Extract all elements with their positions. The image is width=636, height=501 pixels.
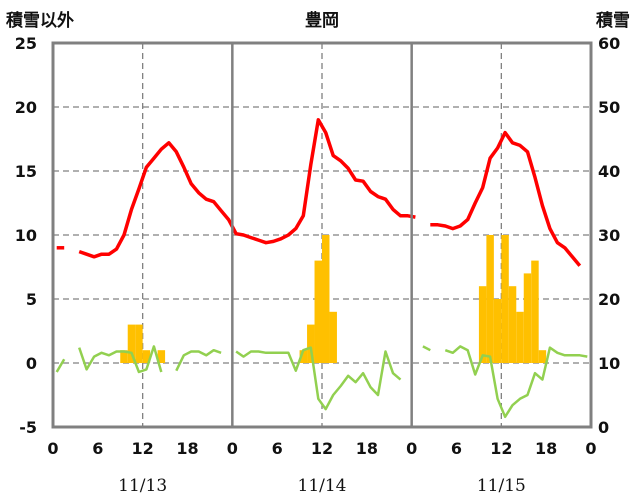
y-right-tick-label: 30 [598, 226, 620, 245]
x-tick-label: 18 [356, 439, 378, 458]
x-tick-label: 6 [92, 439, 103, 458]
left-axis-label: 積雪以外 [6, 10, 74, 31]
y-left-tick-label: 5 [26, 290, 37, 309]
y-right-tick-label: 60 [598, 34, 620, 53]
chart-title: 豊岡 [305, 10, 339, 31]
precipitation-bar [523, 273, 532, 363]
precipitation-bar [493, 299, 502, 363]
precipitation-bar [508, 286, 517, 363]
y-left-tick-label: 15 [15, 162, 37, 181]
y-left-tick-label: 0 [26, 354, 37, 373]
x-tick-label: 0 [47, 439, 58, 458]
precipitation-bar [142, 350, 151, 363]
wind-line [235, 346, 402, 411]
series-lines [55, 118, 588, 419]
precipitation-bar [538, 350, 547, 363]
precipitation-bar [299, 350, 308, 363]
x-tick-label: 18 [176, 439, 198, 458]
precipitation-bar [157, 350, 166, 363]
precipitation-bar [501, 235, 509, 363]
y-left-tick-label: 10 [15, 226, 37, 245]
x-tick-label: 18 [535, 439, 557, 458]
y-left-tick-label: 25 [15, 34, 37, 53]
wind-line [175, 348, 222, 372]
y-right-tick-label: 40 [598, 162, 620, 181]
x-tick-label: 6 [272, 439, 283, 458]
precipitation-bar [127, 324, 136, 363]
x-tick-label: 0 [406, 439, 417, 458]
precipitation-bar [135, 324, 143, 363]
precipitation-bar [314, 260, 322, 363]
y-left-tick-label: 20 [15, 98, 37, 117]
x-tick-label: 0 [585, 439, 596, 458]
wind-line [444, 345, 588, 419]
y-left-tick-label: -5 [19, 418, 37, 437]
y-right-tick-label: 10 [598, 354, 620, 373]
wind-line [55, 358, 66, 373]
x-tick-label: 0 [227, 439, 238, 458]
wind-line [78, 345, 163, 374]
precipitation-bar [307, 324, 315, 363]
x-tick-label: 12 [311, 439, 333, 458]
x-tick-label: 12 [490, 439, 512, 458]
precipitation-bar [516, 311, 524, 363]
date-label: 11/15 [477, 476, 526, 496]
right-axis-label: 積雪 [596, 10, 630, 31]
date-label: 11/13 [118, 476, 167, 496]
precipitation-bar [120, 350, 128, 363]
precipitation-bars [120, 235, 547, 363]
temperature-line [78, 118, 416, 259]
precipitation-bar [329, 311, 337, 363]
plot-border [51, 41, 593, 429]
temperature-line [430, 130, 582, 267]
y-right-tick-label: 20 [598, 290, 620, 309]
y-right-tick-label: 50 [598, 98, 620, 117]
precipitation-bar [486, 235, 494, 363]
x-tick-label: 6 [451, 439, 462, 458]
date-label: 11/14 [298, 476, 347, 496]
y-right-tick-label: 0 [598, 418, 609, 437]
plot-frame [51, 41, 593, 429]
precipitation-bar [531, 260, 539, 363]
wind-line [422, 345, 431, 352]
x-tick-label: 12 [132, 439, 154, 458]
precipitation-bar [322, 235, 330, 363]
precipitation-bar [478, 286, 487, 363]
